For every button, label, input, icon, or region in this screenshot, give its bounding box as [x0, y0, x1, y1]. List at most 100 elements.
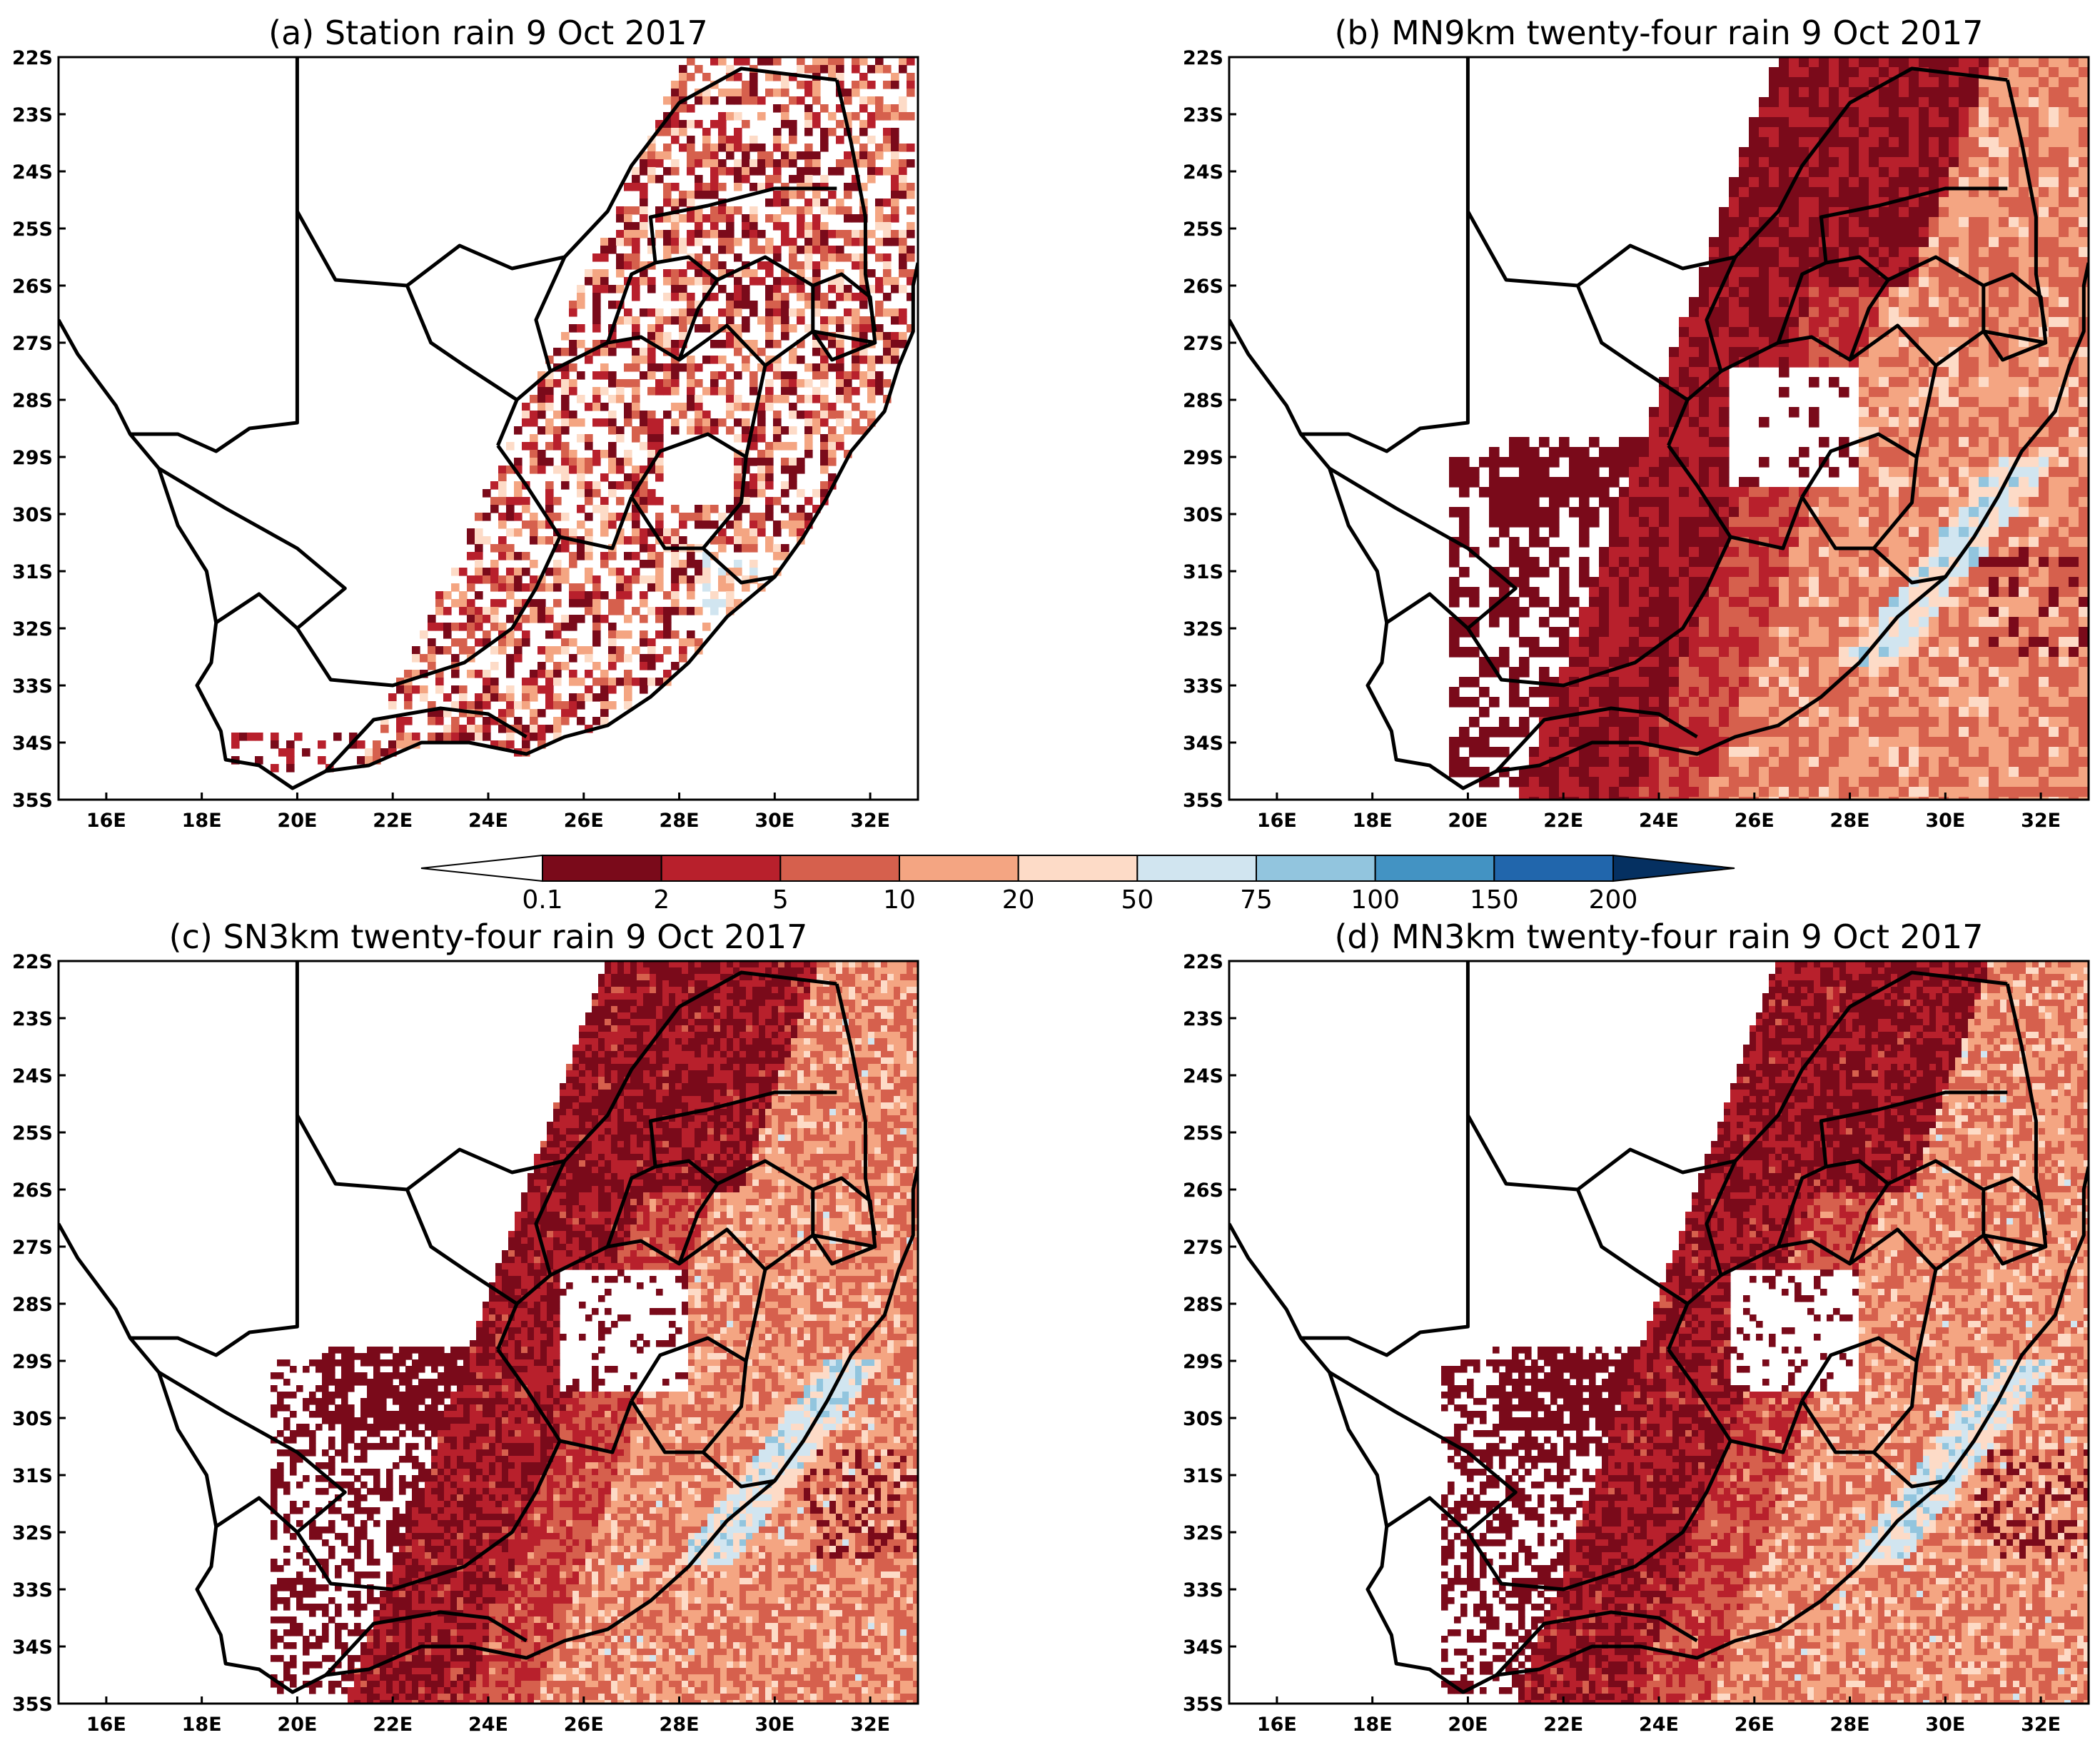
panel-a-borders	[59, 57, 918, 790]
colorbar-level-label: 75	[1240, 885, 1273, 915]
panel-d-lat-label: 26S	[1183, 1180, 1223, 1202]
panel-d-lat-label: 24S	[1183, 1065, 1223, 1087]
panel-b-border-14	[1934, 329, 2046, 368]
panel-b-border-8	[1730, 496, 1804, 550]
panel-a-lat-label: 24S	[12, 161, 53, 183]
panel-d-lon-label: 24E	[1639, 1714, 1679, 1736]
panel-b-borders	[1229, 57, 2089, 790]
panel-d-lat-label: 28S	[1183, 1294, 1223, 1316]
panel-a-lat-label: 29S	[12, 447, 53, 469]
panel-a-title: (a) Station rain 9 Oct 2017	[268, 14, 708, 52]
panel-c-lon-label: 20E	[277, 1714, 317, 1736]
panel-c-border-2	[834, 983, 877, 1236]
panel-a-border-5	[158, 466, 347, 630]
colorbar-right-extension	[1612, 854, 1735, 882]
panel-a-lat-label: 26S	[12, 276, 53, 298]
panel-c-borders	[59, 961, 918, 1694]
panel-d-lat-label: 30S	[1183, 1408, 1223, 1430]
panel-c-title: (c) SN3km twenty-four rain 9 Oct 2017	[169, 917, 808, 956]
panel-c-lat-label: 27S	[12, 1237, 53, 1259]
panel-a-border-15	[405, 285, 518, 402]
panel-b-rain-field	[1449, 57, 2089, 800]
panel-c-lon-label: 22E	[373, 1714, 413, 1736]
panel-b-border-0	[1301, 57, 1470, 453]
panel-b-lon-label: 28E	[1830, 810, 1870, 832]
colorbar-level-label: 10	[883, 885, 916, 915]
colorbar-level-label: 200	[1589, 885, 1638, 915]
panel-c-border-4	[630, 1336, 748, 1454]
panel-d-lat-label: 27S	[1183, 1237, 1223, 1259]
panel-b-lon-label: 20E	[1448, 810, 1488, 832]
panel-d-border-11	[1776, 1159, 1890, 1264]
panel-c-border-9	[702, 1451, 775, 1489]
panel-d-border-4	[1800, 1336, 1919, 1454]
panel-a-lat-label: 32S	[12, 618, 53, 640]
panel-a-border-4	[630, 432, 748, 550]
colorbar-swatch	[1256, 855, 1376, 882]
panel-b-border-10	[1667, 323, 1938, 458]
panel-a-lon-label: 18E	[182, 810, 222, 832]
panel-b-lat-label: 24S	[1183, 161, 1223, 183]
panel-b-lon-label: 16E	[1257, 810, 1297, 832]
panel-b-border-4	[1800, 432, 1919, 550]
colorbar-level-label: 100	[1351, 885, 1400, 915]
panel-b-border-6	[1466, 444, 1732, 688]
panel-a: (a) Station rain 9 Oct 2017 22S 23S 24S 25S 2…	[12, 14, 919, 832]
panel-b-border-16	[1705, 256, 1737, 372]
panel-c-lat-label: 30S	[12, 1408, 53, 1430]
panel-a-lat-label: 27S	[12, 333, 53, 355]
panel-a-lon-label: 26E	[564, 810, 604, 832]
panel-b-lon-label: 26E	[1735, 810, 1775, 832]
panel-b-lon-label: 30E	[1925, 810, 1965, 832]
colorbar-level-label: 2	[653, 885, 670, 915]
panel-c-lat-label: 35S	[12, 1694, 53, 1716]
panel-d-lat-label: 31S	[1183, 1465, 1223, 1487]
panel-b-border-15	[1575, 285, 1689, 402]
panel-a-lat-label: 23S	[12, 104, 53, 126]
panel-c-lon-label: 32E	[850, 1714, 890, 1736]
panel-d-title: (d) MN3km twenty-four rain 9 Oct 2017	[1334, 917, 1983, 956]
panel-d-border-10	[1667, 1227, 1938, 1362]
panel-c-lat-label: 24S	[12, 1065, 53, 1087]
panel-d-lat-label: 29S	[1183, 1351, 1223, 1373]
panel-d-lat-label: 22S	[1183, 951, 1223, 973]
panel-b-lat-label: 29S	[1183, 447, 1223, 469]
panel-c-rain-field	[271, 961, 918, 1704]
panel-a-lon-label: 28E	[660, 810, 700, 832]
colorbar-swatch	[1374, 855, 1495, 882]
panel-d-coastline	[1229, 1166, 2089, 1694]
panel-a-lon-label: 22E	[373, 810, 413, 832]
panel-b-lat-label: 26S	[1183, 276, 1223, 298]
panel-d-border-14	[1934, 1233, 2046, 1272]
panel-b: (b) MN9km twenty-four rain 9 Oct 2017 22S…	[1183, 14, 2090, 832]
panel-b-lon-label: 22E	[1543, 810, 1583, 832]
panel-b-lat-label: 28S	[1183, 390, 1223, 412]
panel-a-lat-label: 28S	[12, 390, 53, 412]
colorbar-swatch	[899, 855, 1019, 882]
panel-b-lat-label: 35S	[1183, 790, 1223, 812]
panel-c-lon-label: 24E	[468, 1714, 508, 1736]
panel-d: (d) MN3km twenty-four rain 9 Oct 2017 22S…	[1183, 917, 2090, 1736]
panel-b-border-13	[1887, 255, 1985, 288]
panel-c-lat-label: 29S	[12, 1351, 53, 1373]
panel-a-border-2	[834, 79, 877, 332]
panel-a-lon-label: 32E	[850, 810, 890, 832]
panel-b-border-9	[1872, 547, 1946, 585]
panel-a-lon-label: 16E	[86, 810, 126, 832]
panel-d-lat-label: 34S	[1183, 1636, 1223, 1659]
panel-a-lat-label: 30S	[12, 504, 53, 526]
panel-b-border-11	[1776, 255, 1890, 361]
panel-a-lon-label: 20E	[277, 810, 317, 832]
panel-d-border-12	[1819, 1090, 2008, 1167]
colorbar-level-label: 0.1	[522, 885, 562, 915]
colorbar-level-label: 5	[772, 885, 789, 915]
panel-d-border-15	[1575, 1189, 1689, 1306]
panel-b-lat-label: 34S	[1183, 733, 1223, 755]
panel-c-lat-label: 25S	[12, 1122, 53, 1145]
panels: (a) Station rain 9 Oct 2017 22S 23S 24S 25S 2…	[12, 14, 2090, 1736]
panel-d-lat-label: 23S	[1183, 1008, 1223, 1030]
panel-c-lat-label: 32S	[12, 1522, 53, 1544]
panel-b-border-2	[2005, 79, 2048, 332]
panel-b-lat-label: 33S	[1183, 675, 1223, 698]
